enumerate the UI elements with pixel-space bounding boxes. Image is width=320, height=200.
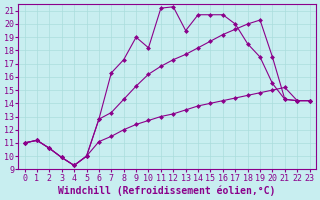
X-axis label: Windchill (Refroidissement éolien,°C): Windchill (Refroidissement éolien,°C) (58, 185, 276, 196)
